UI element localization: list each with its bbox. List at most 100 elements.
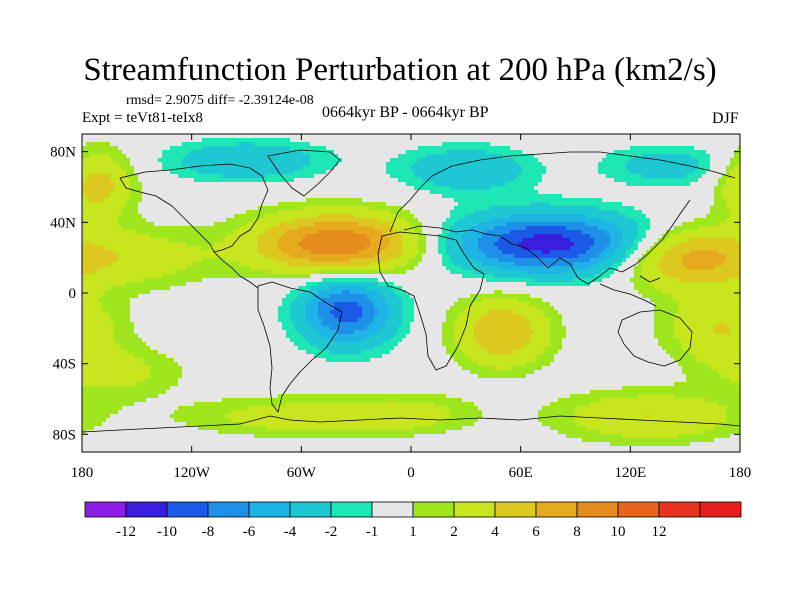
field-cell xyxy=(346,234,351,239)
field-cell xyxy=(214,162,219,167)
field-cell xyxy=(278,218,283,223)
field-cell xyxy=(706,218,711,223)
field-cell xyxy=(310,186,315,191)
field-cell xyxy=(618,238,623,243)
field-cell xyxy=(670,178,675,183)
field-cell xyxy=(378,146,383,151)
field-cell xyxy=(438,138,443,143)
field-cell xyxy=(518,162,523,167)
field-cell xyxy=(162,230,167,235)
field-cell xyxy=(90,170,95,175)
field-cell xyxy=(714,166,719,171)
field-cell xyxy=(394,162,399,167)
field-cell xyxy=(470,206,475,211)
field-cell xyxy=(738,246,740,251)
field-cell xyxy=(302,218,307,223)
field-cell xyxy=(734,138,739,143)
field-cell xyxy=(154,198,159,203)
field-cell xyxy=(86,158,91,163)
field-cell xyxy=(562,214,567,219)
field-cell xyxy=(318,178,323,183)
field-cell xyxy=(582,146,587,151)
field-cell xyxy=(222,158,227,163)
field-cell xyxy=(622,194,627,199)
field-cell xyxy=(638,226,643,231)
field-cell xyxy=(534,142,539,147)
field-cell xyxy=(230,202,235,207)
field-cell xyxy=(342,190,347,195)
field-cell xyxy=(382,138,387,143)
field-cell xyxy=(486,178,491,183)
field-cell xyxy=(682,250,687,255)
field-cell xyxy=(478,210,483,215)
field-cell xyxy=(634,198,639,203)
field-cell xyxy=(222,230,227,235)
field-cell xyxy=(722,246,727,251)
field-cell xyxy=(654,182,659,187)
field-cell xyxy=(254,198,259,203)
field-cell xyxy=(162,138,167,143)
field-cell xyxy=(634,222,639,227)
field-cell xyxy=(370,234,375,239)
field-cell xyxy=(630,178,635,183)
field-cell xyxy=(638,162,643,167)
field-cell xyxy=(582,186,587,191)
field-cell xyxy=(398,218,403,223)
field-cell xyxy=(706,142,711,147)
field-cell xyxy=(342,134,347,139)
field-cell xyxy=(126,170,131,175)
field-cell xyxy=(462,178,467,183)
field-cell xyxy=(470,154,475,159)
field-cell xyxy=(658,182,663,187)
field-cell xyxy=(498,154,503,159)
field-cell xyxy=(142,158,147,163)
field-cell xyxy=(562,170,567,175)
field-cell xyxy=(390,234,395,239)
field-cell xyxy=(574,138,579,143)
field-cell xyxy=(430,246,435,251)
field-cell xyxy=(598,190,603,195)
field-cell xyxy=(258,250,263,255)
field-cell xyxy=(114,194,119,199)
field-cell xyxy=(162,190,167,195)
field-cell xyxy=(174,230,179,235)
field-cell xyxy=(514,194,519,199)
field-cell xyxy=(250,194,255,199)
field-cell xyxy=(350,194,355,199)
field-cell xyxy=(562,146,567,151)
field-cell xyxy=(314,234,319,239)
field-cell xyxy=(586,250,591,255)
field-cell xyxy=(334,230,339,235)
field-cell xyxy=(490,178,495,183)
field-cell xyxy=(450,134,455,139)
field-cell xyxy=(670,146,675,151)
field-cell xyxy=(270,142,275,147)
field-cell xyxy=(682,246,687,251)
field-cell xyxy=(266,238,271,243)
field-cell xyxy=(230,182,235,187)
field-cell xyxy=(578,218,583,223)
field-cell xyxy=(510,222,515,227)
field-cell xyxy=(726,250,731,255)
field-cell xyxy=(634,186,639,191)
field-cell xyxy=(290,194,295,199)
field-cell xyxy=(702,182,707,187)
field-cell xyxy=(130,134,135,139)
field-cell xyxy=(470,178,475,183)
field-cell xyxy=(214,218,219,223)
field-cell xyxy=(346,214,351,219)
field-cell xyxy=(146,182,151,187)
field-cell xyxy=(698,150,703,155)
field-cell xyxy=(182,190,187,195)
field-cell xyxy=(86,178,91,183)
field-cell xyxy=(738,206,740,211)
field-cell xyxy=(538,174,543,179)
field-cell xyxy=(258,214,263,219)
field-cell xyxy=(234,202,239,207)
field-cell xyxy=(366,194,371,199)
field-cell xyxy=(190,146,195,151)
field-cell xyxy=(378,186,383,191)
field-cell xyxy=(174,182,179,187)
field-cell xyxy=(490,138,495,143)
field-cell xyxy=(478,146,483,151)
